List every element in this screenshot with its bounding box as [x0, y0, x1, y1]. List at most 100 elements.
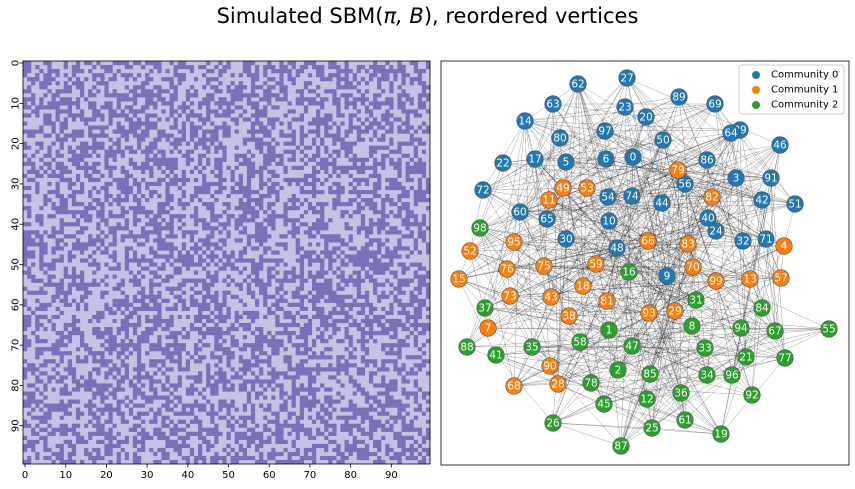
node-circle	[599, 188, 617, 206]
matrix-cell-run	[295, 101, 304, 106]
matrix-cell-run	[242, 371, 247, 376]
matrix-cell-run	[413, 242, 418, 247]
matrix-cell-run	[120, 169, 129, 174]
matrix-cell-run	[311, 343, 317, 348]
matrix-cell-run	[124, 77, 129, 82]
matrix-cell-run	[307, 379, 317, 384]
matrix-cell-run	[206, 93, 215, 98]
matrix-cell-run	[324, 125, 333, 130]
matrix-cell-run	[291, 193, 296, 199]
matrix-cell-run	[120, 153, 125, 158]
matrix-cell-run	[250, 246, 260, 251]
matrix-cell-run	[96, 226, 101, 231]
matrix-cell-run	[299, 65, 309, 70]
matrix-cell-run	[149, 141, 158, 146]
node-circle	[578, 179, 596, 197]
matrix-cell-run	[120, 189, 134, 195]
matrix-cell-run	[96, 189, 101, 195]
matrix-cell-run	[259, 403, 264, 408]
matrix-cell-run	[39, 157, 44, 162]
matrix-cell-run	[417, 403, 423, 408]
matrix-cell-run	[421, 89, 427, 94]
matrix-cell-run	[287, 335, 292, 340]
matrix-cell-run	[181, 455, 191, 461]
matrix-cell-run	[104, 326, 113, 332]
matrix-cell-run	[145, 399, 154, 404]
matrix-cell-run	[425, 339, 431, 344]
matrix-cell-run	[267, 355, 272, 360]
matrix-cell-run	[43, 113, 52, 118]
matrix-cell-run	[320, 206, 325, 211]
matrix-cell-run	[340, 278, 366, 283]
matrix-cell-run	[389, 65, 394, 70]
matrix-cell-run	[385, 246, 390, 251]
matrix-cell-run	[352, 262, 394, 267]
matrix-cell-run	[104, 262, 109, 267]
x-tick-label: 10	[59, 470, 72, 481]
matrix-cell-run	[238, 81, 243, 86]
matrix-cell-run	[132, 282, 142, 287]
matrix-cell-run	[352, 282, 361, 287]
matrix-cell-run	[397, 310, 410, 316]
matrix-cell-run	[185, 117, 191, 122]
matrix-cell-run	[352, 105, 357, 110]
matrix-cell-run	[360, 198, 374, 203]
matrix-cell-run	[165, 355, 174, 360]
matrix-cell-run	[23, 375, 28, 380]
matrix-cell-run	[226, 274, 231, 279]
matrix-cell-run	[299, 141, 304, 146]
matrix-cell-run	[136, 411, 150, 416]
matrix-cell-run	[287, 109, 296, 114]
matrix-cell-run	[344, 326, 349, 332]
matrix-cell-run	[193, 318, 203, 324]
matrix-cell-run	[84, 169, 89, 174]
matrix-cell-run	[210, 391, 219, 396]
matrix-cell-run	[299, 189, 325, 195]
matrix-cell-run	[328, 431, 337, 436]
node-label: 85	[643, 369, 656, 381]
matrix-cell-run	[112, 238, 117, 243]
matrix-cell-run	[311, 286, 333, 291]
node-circle	[596, 122, 614, 140]
matrix-cell-run	[128, 161, 138, 166]
graph-node: 57	[772, 269, 790, 287]
matrix-cell-run	[47, 173, 64, 179]
matrix-cell-run	[173, 395, 182, 400]
matrix-cell-run	[263, 73, 268, 78]
matrix-cell-run	[132, 274, 138, 279]
matrix-cell-run	[246, 242, 252, 247]
matrix-cell-run	[283, 218, 300, 223]
matrix-cell-run	[336, 302, 374, 307]
matrix-cell-run	[35, 214, 44, 219]
matrix-cell-run	[254, 117, 260, 122]
matrix-cell-run	[71, 375, 77, 380]
matrix-cell-run	[336, 379, 341, 384]
matrix-cell-run	[55, 81, 60, 86]
matrix-cell-run	[177, 451, 182, 457]
node-circle	[476, 299, 494, 317]
matrix-cell-run	[189, 383, 195, 388]
matrix-cell-run	[377, 177, 382, 183]
matrix-cell-run	[23, 69, 32, 74]
matrix-cell-run	[206, 431, 223, 436]
matrix-cell-run	[177, 202, 191, 207]
matrix-cell-run	[344, 97, 349, 102]
matrix-cell-run	[214, 435, 219, 440]
matrix-cell-run	[283, 113, 288, 118]
matrix-cell-run	[230, 189, 260, 195]
matrix-cell-run	[210, 298, 219, 303]
matrix-cell-run	[157, 117, 162, 122]
matrix-cell-run	[234, 157, 239, 162]
matrix-cell-run	[267, 202, 276, 207]
matrix-cell-run	[307, 375, 317, 380]
node-label: 4	[781, 241, 788, 253]
matrix-cell-run	[356, 181, 361, 187]
matrix-cell-run	[116, 351, 125, 356]
matrix-cell-run	[157, 149, 166, 154]
matrix-cell-run	[173, 258, 195, 263]
matrix-cell-run	[169, 427, 186, 432]
matrix-cell-run	[254, 141, 272, 146]
matrix-cell-run	[307, 89, 317, 94]
graph-node: 37	[476, 299, 494, 317]
matrix-cell-run	[295, 181, 300, 187]
